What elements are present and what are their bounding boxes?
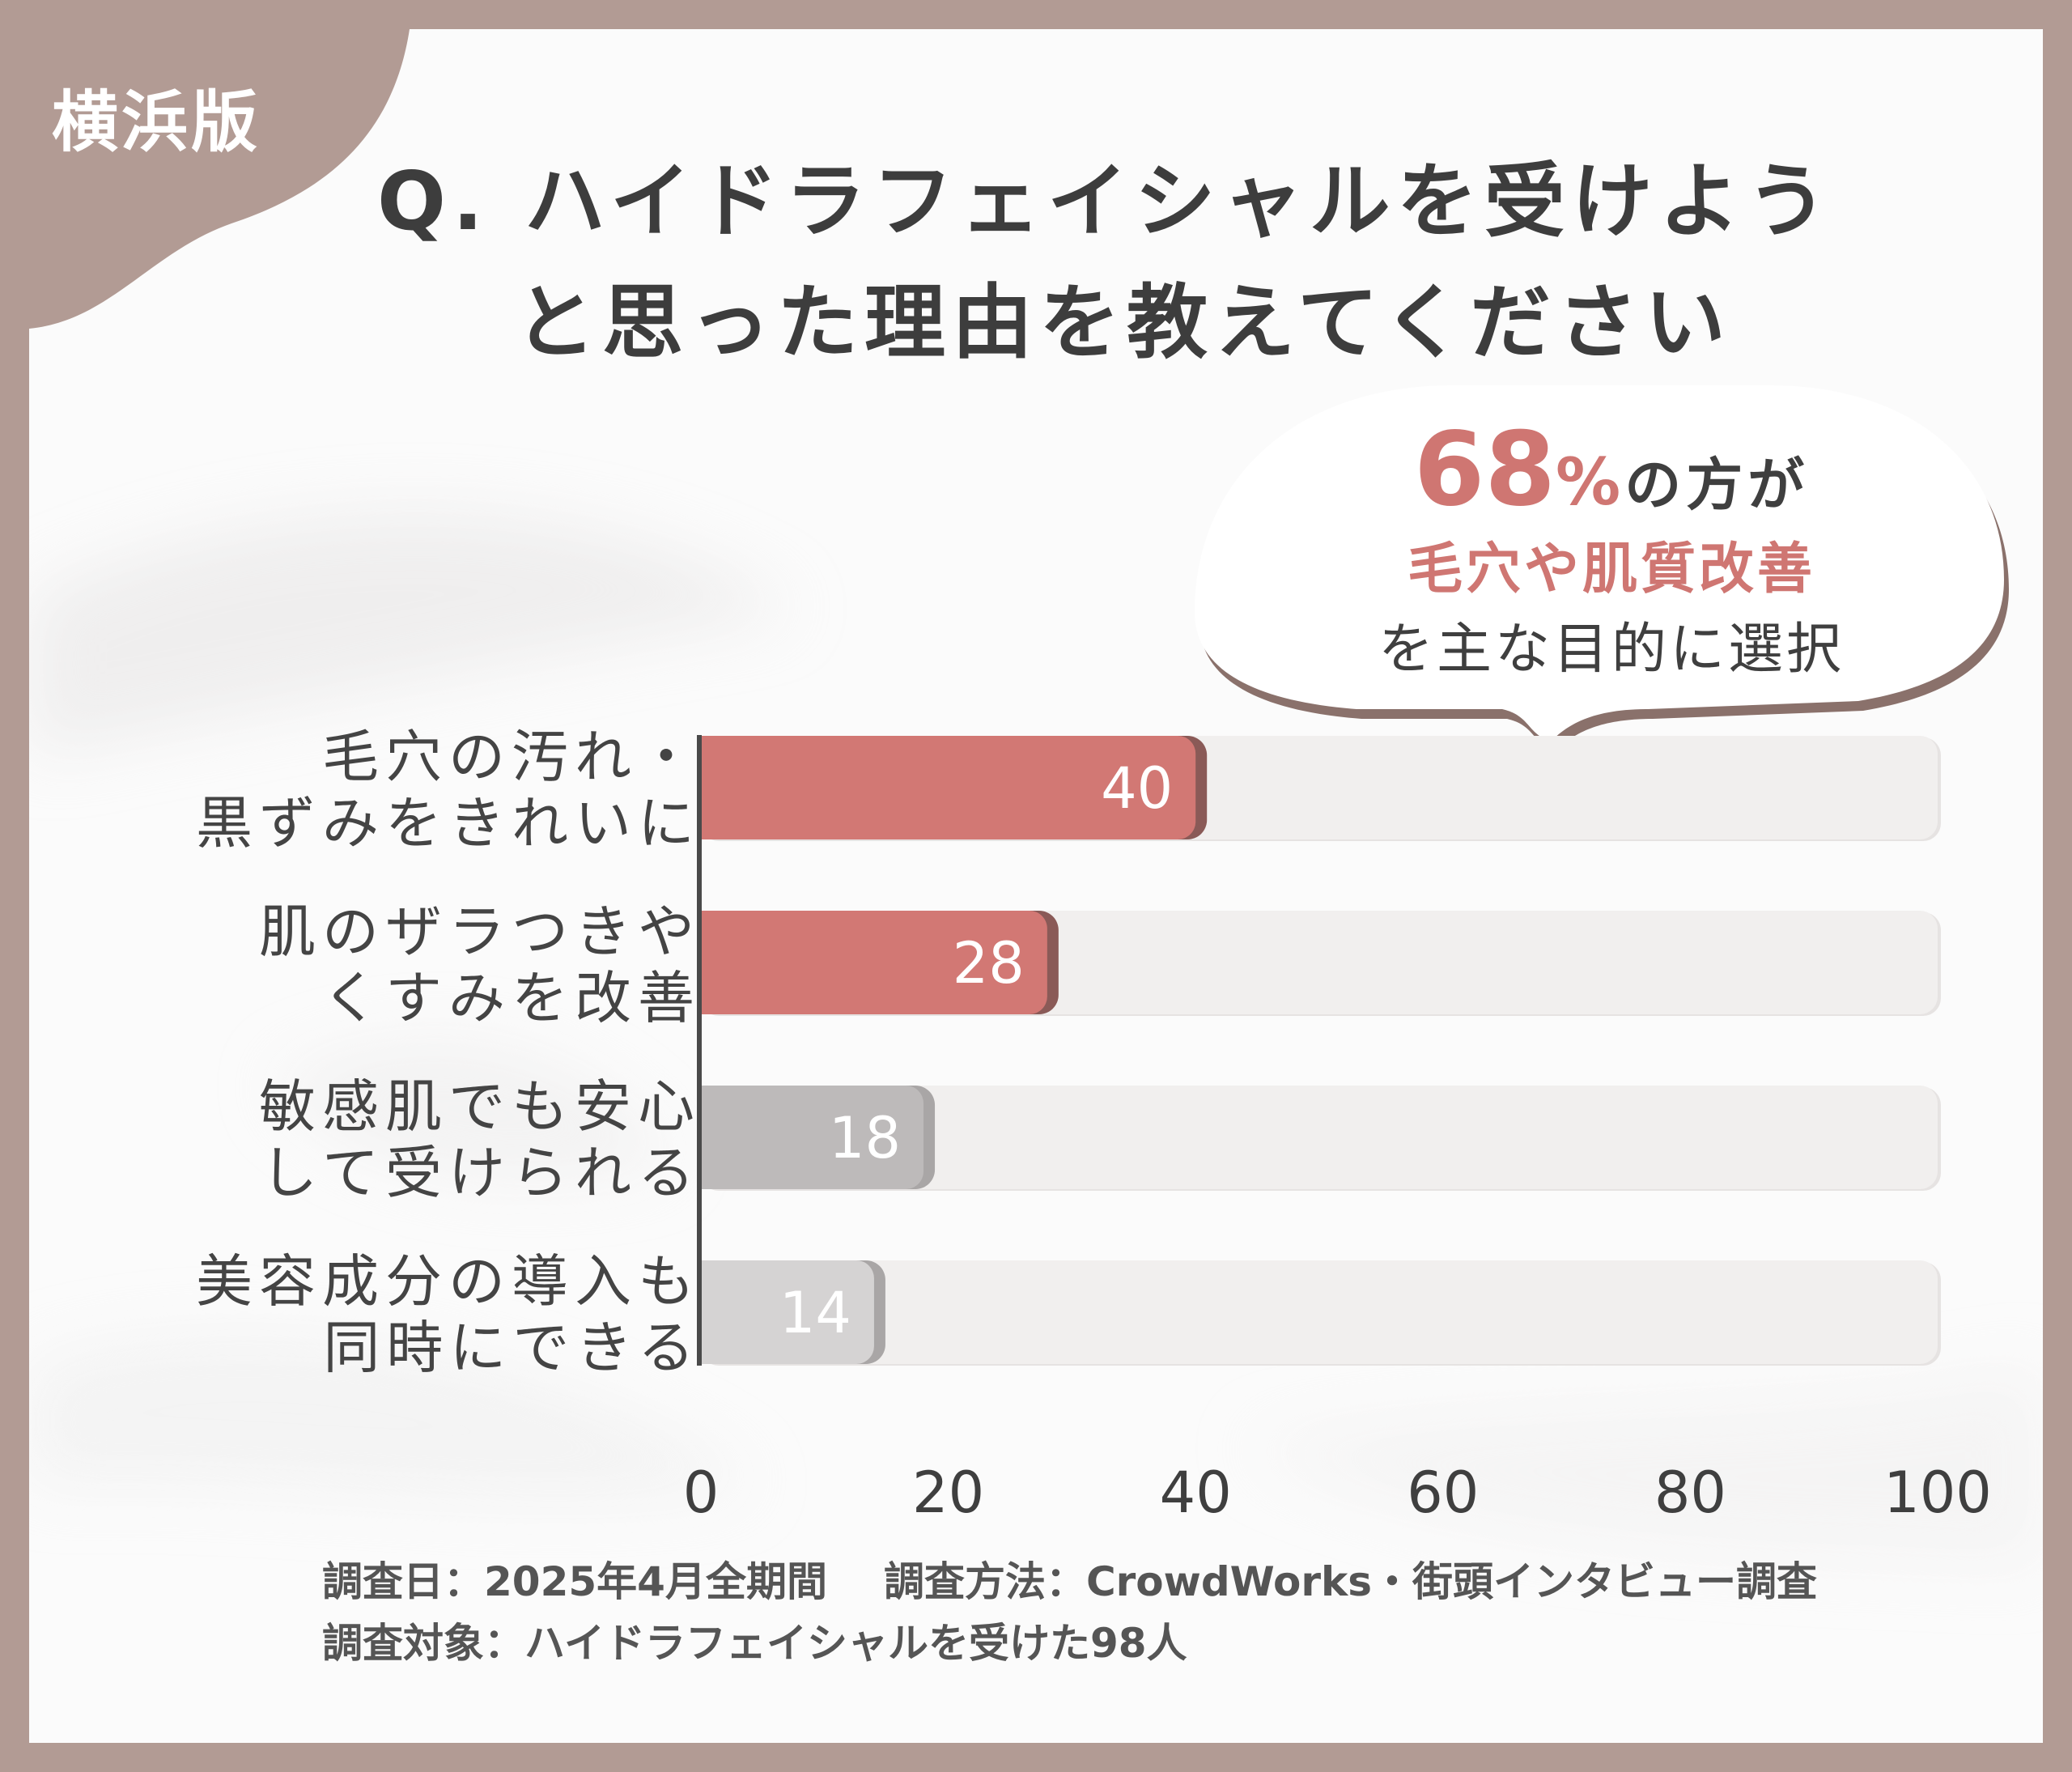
- x-tick-label-0: 0: [683, 1460, 720, 1526]
- x-tick-label-40: 40: [1160, 1460, 1232, 1526]
- region-badge: 横浜版: [52, 84, 261, 161]
- x-tick-label-100: 100: [1883, 1460, 1992, 1526]
- callout-line-1: の方が: [1624, 452, 1810, 518]
- bar-square-end-1: [701, 736, 725, 839]
- callout-bubble-body: [1195, 385, 2004, 742]
- bar-square-end-2: [701, 911, 725, 1014]
- bar-1: [701, 736, 1196, 839]
- bar-4: [701, 1260, 874, 1364]
- callout-text: 68% の方が 毛穴や肌質改善 を主な目的に選択: [1195, 410, 2028, 684]
- survey-method: 調査方法：CrowdWorks・街頭インタビュー調査: [883, 1558, 1818, 1605]
- bar-value-label-4: 14: [779, 1280, 851, 1346]
- category-label-2-line-1: 肌のザラつきや: [259, 899, 701, 965]
- category-label-2-line-2: くすみを改善: [322, 965, 701, 1031]
- bar-3: [701, 1086, 924, 1189]
- callout-line-2: 毛穴や肌質改善: [1407, 538, 1815, 601]
- infographic-card: 横浜版 Q. ハイドラフェイシャルを受けよう と思った理由を教えてください 68…: [29, 29, 2043, 1743]
- corner-decoration: [29, 29, 410, 329]
- category-label-3-line-1: 敏感肌でも安心: [259, 1073, 701, 1140]
- bar-track-3: [701, 1086, 1938, 1189]
- category-label-3-line-2: して受けられる: [261, 1140, 701, 1206]
- x-tick-label-20: 20: [912, 1460, 984, 1526]
- callout-line-3: を主な目的に選択: [1378, 618, 1845, 682]
- bar-2: [701, 911, 1047, 1014]
- title-line-2: と思った理由を教えてください: [515, 275, 1732, 370]
- callout-percent: 68: [1413, 410, 1556, 529]
- category-label-4: 美容成分の導入も 同時にできる: [110, 1248, 701, 1381]
- category-label-4-line-2: 同時にできる: [323, 1315, 701, 1381]
- x-tick-label-60: 60: [1407, 1460, 1479, 1526]
- survey-footer: 調査日：2025年4月全期間 調査方法：CrowdWorks・街頭インタビュー調査…: [322, 1551, 1817, 1674]
- category-label-1: 毛穴の汚れ・ 黒ずみをきれいに: [110, 724, 701, 856]
- category-label-4-line-1: 美容成分の導入も: [196, 1248, 701, 1315]
- bar-chart: 40 28 18 14 0 20 40 60 80 100: [683, 735, 1992, 1526]
- title-line-1: Q. ハイドラフェイシャルを受けよう: [377, 154, 1834, 249]
- category-label-3: 敏感肌でも安心 して受けられる: [110, 1073, 701, 1206]
- category-label-1-line-1: 毛穴の汚れ・: [322, 724, 701, 790]
- bar-value-label-2: 28: [953, 930, 1025, 996]
- callout-percent-sign: %: [1556, 444, 1621, 520]
- survey-target: 調査対象：ハイドラフェイシャルを受けた98人: [322, 1620, 1187, 1667]
- survey-date: 調査日：2025年4月全期間: [322, 1558, 827, 1605]
- bar-track-4: [701, 1260, 1938, 1364]
- category-label-2: 肌のザラつきや くすみを改善: [110, 899, 701, 1031]
- page-title: Q. ハイドラフェイシャルを受けよう と思った理由を教えてください: [377, 141, 1996, 384]
- bar-square-end-4: [701, 1260, 725, 1364]
- marble-background: [29, 512, 2043, 1567]
- bar-value-label-1: 40: [1101, 755, 1173, 822]
- bar-value-label-3: 18: [829, 1105, 901, 1171]
- category-label-1-line-2: 黒ずみをきれいに: [196, 790, 701, 856]
- bar-square-end-3: [701, 1086, 725, 1189]
- x-tick-label-80: 80: [1654, 1460, 1726, 1526]
